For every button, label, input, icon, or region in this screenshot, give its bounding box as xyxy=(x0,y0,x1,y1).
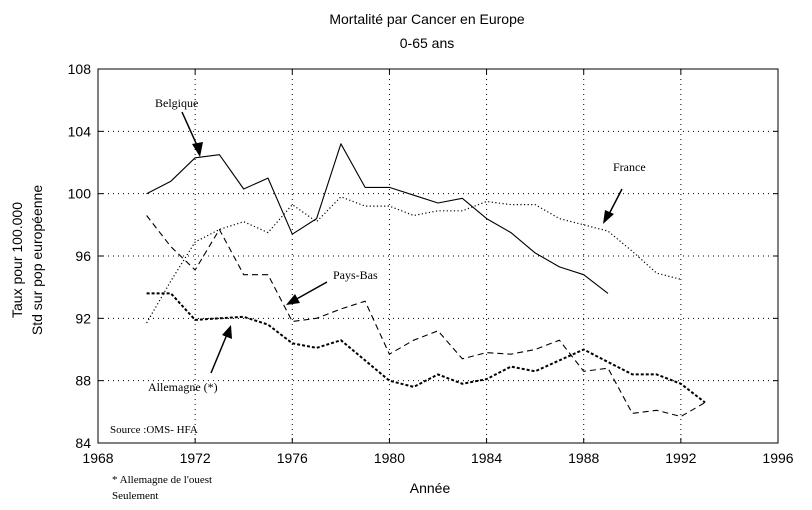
x-tick-label: 1972 xyxy=(180,450,211,466)
y-tick-label: 92 xyxy=(75,310,91,326)
footnote-line2: Seulement xyxy=(112,490,158,502)
label-allemagne: Allemagne (*) xyxy=(148,380,218,394)
arrow-pays-bas xyxy=(292,281,328,302)
y-axis-label-line1: Taux pour 100.000 xyxy=(9,202,25,318)
label-france: France xyxy=(613,160,646,174)
x-tick-label: 1976 xyxy=(277,450,308,466)
x-tick-label: 1968 xyxy=(82,450,113,466)
y-tick-label: 88 xyxy=(75,373,91,389)
footnote-line1: * Allemagne de l'ouest xyxy=(112,474,212,486)
x-axis-label: Année xyxy=(410,480,451,496)
grid-layer xyxy=(98,69,778,443)
y-tick-label: 84 xyxy=(75,435,91,451)
y-axis-label-line2: Std sur pop européenne xyxy=(29,185,45,335)
series-line-france xyxy=(146,196,682,324)
label-belgique: Belgique xyxy=(155,96,198,110)
arrowhead-allemagne xyxy=(222,325,232,339)
arrow-allemagne xyxy=(210,331,229,374)
x-tick-label: 1996 xyxy=(762,450,793,466)
y-tick-label: 100 xyxy=(68,186,92,202)
arrowhead-belgique xyxy=(192,142,203,157)
annotation-arrows xyxy=(181,111,623,374)
y-tick-label: 104 xyxy=(68,123,92,139)
x-tick-label: 1988 xyxy=(568,450,599,466)
source-note: Source :OMS- HFA xyxy=(110,424,198,436)
series-line-pays-bas xyxy=(146,215,706,418)
x-tick-label: 1992 xyxy=(665,450,696,466)
chart-title: Mortalité par Cancer en Europe xyxy=(329,11,525,27)
tick-layer: 1968 1972 1976 1980 1984 1988 1992 1996 84 88 92 96… xyxy=(68,61,794,466)
x-tick-label: 1980 xyxy=(374,450,405,466)
arrowhead-france xyxy=(603,210,614,224)
series-line-belgique xyxy=(146,143,609,294)
y-tick-label: 96 xyxy=(75,248,91,264)
series-line-allemagne xyxy=(146,292,706,404)
chart-subtitle: 0-65 ans xyxy=(400,35,454,51)
series-layer xyxy=(146,143,706,418)
label-pays-bas: Pays-Bas xyxy=(333,268,378,282)
x-tick-label: 1984 xyxy=(471,450,502,466)
y-tick-label: 108 xyxy=(68,61,92,77)
arrowhead-pays-bas xyxy=(286,294,300,305)
